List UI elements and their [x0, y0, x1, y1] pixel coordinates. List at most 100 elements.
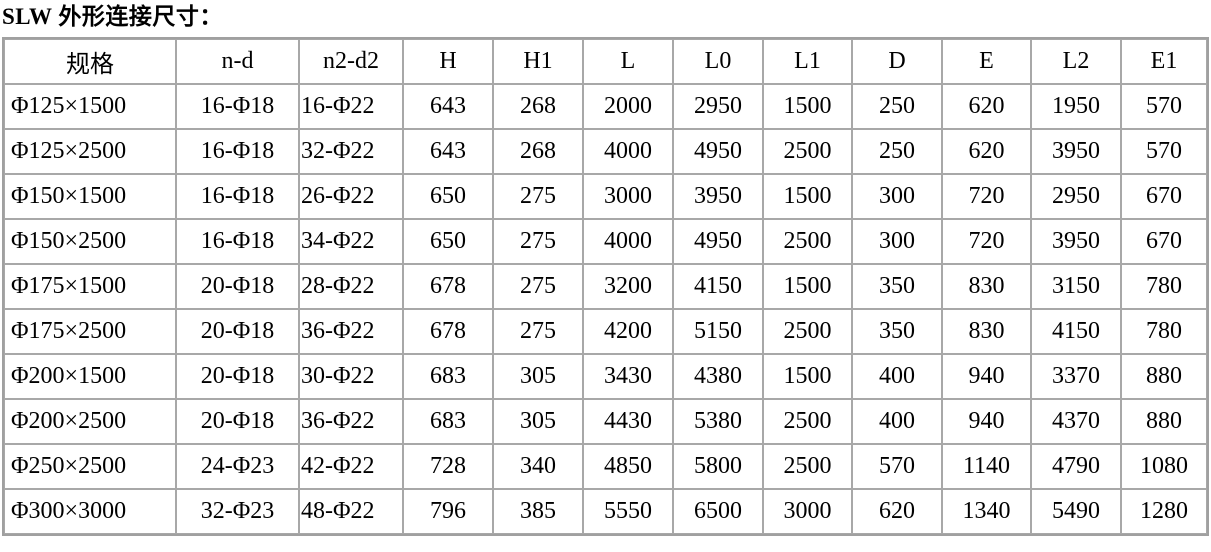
table-cell: 4150	[1031, 309, 1121, 354]
table-cell: 34-Φ22	[299, 219, 403, 264]
table-row: Φ175×2500 20-Φ18 36-Φ22 678 275 4200 5150 2500 3…	[4, 309, 1207, 354]
table-cell: 683	[403, 354, 493, 399]
table-cell: 3200	[583, 264, 673, 309]
table-row: Φ125×2500 16-Φ18 32-Φ22 643 268 4000 4950 2500 2…	[4, 129, 1207, 174]
table-cell: 670	[1121, 219, 1207, 264]
table-row: Φ250×2500 24-Φ23 42-Φ22 728 340 4850 5800 2500 5…	[4, 444, 1207, 489]
table-cell: 24-Φ23	[176, 444, 299, 489]
table-cell: Φ150×1500	[4, 174, 176, 219]
table-cell: 2950	[1031, 174, 1121, 219]
table-cell: 5150	[673, 309, 763, 354]
table-cell: 385	[493, 489, 583, 534]
table-cell: 4430	[583, 399, 673, 444]
table-cell: Φ175×1500	[4, 264, 176, 309]
table-cell: Φ150×2500	[4, 219, 176, 264]
table-cell: 3000	[763, 489, 852, 534]
table-cell: 20-Φ18	[176, 354, 299, 399]
table-cell: 4150	[673, 264, 763, 309]
column-header: n-d	[176, 39, 299, 84]
table-row: Φ200×2500 20-Φ18 36-Φ22 683 305 4430 5380 2500 4…	[4, 399, 1207, 444]
table-cell: 3150	[1031, 264, 1121, 309]
table-cell: 780	[1121, 264, 1207, 309]
table-cell: 275	[493, 174, 583, 219]
table-cell: 305	[493, 354, 583, 399]
table-cell: 4380	[673, 354, 763, 399]
table-row: Φ175×1500 20-Φ18 28-Φ22 678 275 3200 4150 1500 3…	[4, 264, 1207, 309]
page-title: SLW 外形连接尺寸：	[2, 4, 223, 29]
table-cell: 940	[942, 354, 1031, 399]
table-cell: 1500	[763, 264, 852, 309]
table-row: Φ125×1500 16-Φ18 16-Φ22 643 268 2000 2950 1500 2…	[4, 84, 1207, 129]
table-cell: 275	[493, 264, 583, 309]
table-cell: Φ250×2500	[4, 444, 176, 489]
table-cell: 720	[942, 219, 1031, 264]
column-header: L1	[763, 39, 852, 84]
table-cell: 2500	[763, 444, 852, 489]
table-cell: 570	[1121, 129, 1207, 174]
table-cell: 350	[852, 309, 942, 354]
table-cell: 42-Φ22	[299, 444, 403, 489]
table-cell: 5380	[673, 399, 763, 444]
table-cell: 3950	[1031, 129, 1121, 174]
table-cell: 16-Φ18	[176, 174, 299, 219]
table-cell: 2500	[763, 399, 852, 444]
table-cell: 300	[852, 174, 942, 219]
table-row: Φ150×2500 16-Φ18 34-Φ22 650 275 4000 4950 2500 3…	[4, 219, 1207, 264]
table-cell: 1080	[1121, 444, 1207, 489]
table-cell: 5800	[673, 444, 763, 489]
table-cell: 3370	[1031, 354, 1121, 399]
table-cell: 728	[403, 444, 493, 489]
table-cell: 3430	[583, 354, 673, 399]
table-cell: 570	[1121, 84, 1207, 129]
table-cell: 305	[493, 399, 583, 444]
table-cell: 620	[852, 489, 942, 534]
table-cell: 16-Φ18	[176, 129, 299, 174]
table-cell: 880	[1121, 399, 1207, 444]
table-cell: 2950	[673, 84, 763, 129]
table-cell: 20-Φ18	[176, 309, 299, 354]
column-header: L	[583, 39, 673, 84]
table-cell: 16-Φ22	[299, 84, 403, 129]
table-cell: 720	[942, 174, 1031, 219]
table-cell: 1500	[763, 354, 852, 399]
table-cell: 268	[493, 129, 583, 174]
column-header: H	[403, 39, 493, 84]
table-cell: 16-Φ18	[176, 84, 299, 129]
table-cell: 36-Φ22	[299, 399, 403, 444]
table-cell: 650	[403, 174, 493, 219]
column-header: E	[942, 39, 1031, 84]
table-cell: 28-Φ22	[299, 264, 403, 309]
table-cell: 275	[493, 309, 583, 354]
table-cell: 830	[942, 264, 1031, 309]
table-cell: 20-Φ18	[176, 399, 299, 444]
table-cell: 2500	[763, 129, 852, 174]
table-cell: Φ200×1500	[4, 354, 176, 399]
column-header: 规格	[4, 39, 176, 84]
column-header: E1	[1121, 39, 1207, 84]
table-cell: 30-Φ22	[299, 354, 403, 399]
table-cell: 3000	[583, 174, 673, 219]
table-cell: 1280	[1121, 489, 1207, 534]
table-cell: 20-Φ18	[176, 264, 299, 309]
column-header: D	[852, 39, 942, 84]
table-cell: 4790	[1031, 444, 1121, 489]
table-cell: 3950	[1031, 219, 1121, 264]
table-cell: 3950	[673, 174, 763, 219]
table-cell: 340	[493, 444, 583, 489]
table-cell: 6500	[673, 489, 763, 534]
table-cell: Φ200×2500	[4, 399, 176, 444]
table-cell: 643	[403, 84, 493, 129]
table-cell: 1950	[1031, 84, 1121, 129]
table-cell: Φ300×3000	[4, 489, 176, 534]
table-cell: 4850	[583, 444, 673, 489]
table-cell: Φ175×2500	[4, 309, 176, 354]
table-cell: 1500	[763, 84, 852, 129]
table-cell: 650	[403, 219, 493, 264]
table-cell: 2000	[583, 84, 673, 129]
table-cell: 940	[942, 399, 1031, 444]
table-cell: 16-Φ18	[176, 219, 299, 264]
table-cell: 275	[493, 219, 583, 264]
table-cell: 1340	[942, 489, 1031, 534]
column-header: n2-d2	[299, 39, 403, 84]
table-cell: 400	[852, 354, 942, 399]
